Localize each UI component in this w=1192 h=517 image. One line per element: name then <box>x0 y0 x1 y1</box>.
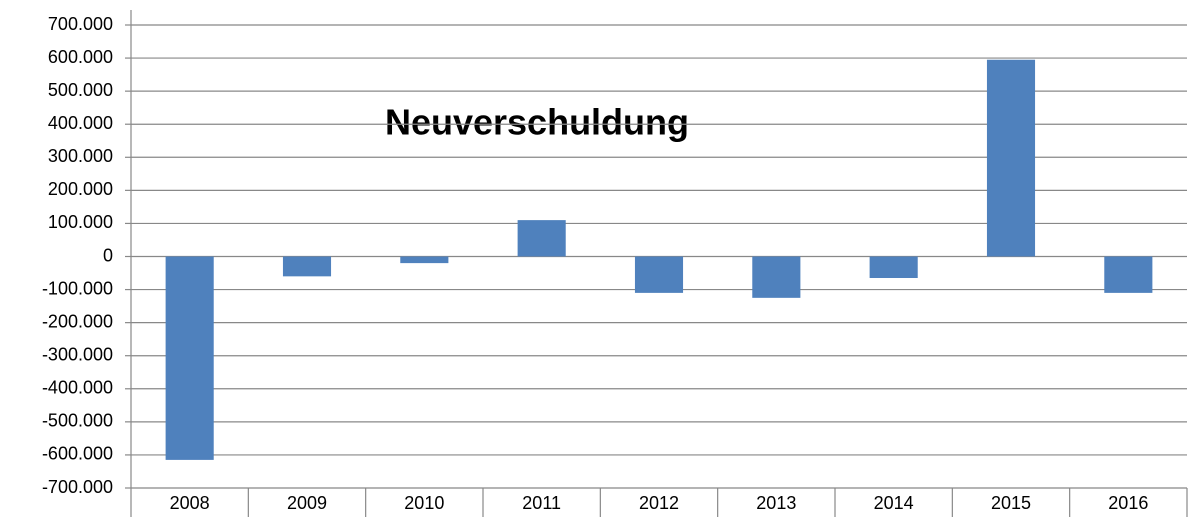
x-tick-label: 2010 <box>404 493 444 513</box>
x-tick-label: 2013 <box>756 493 796 513</box>
y-tick-label: -700.000 <box>42 477 113 497</box>
bar <box>869 256 918 278</box>
y-tick-label: -200.000 <box>42 311 113 331</box>
x-tick-label: 2009 <box>287 493 327 513</box>
chart-title: Neuverschuldung <box>385 102 689 143</box>
y-tick-label: 600.000 <box>48 47 113 67</box>
y-tick-label: 700.000 <box>48 14 113 34</box>
y-tick-label: 400.000 <box>48 113 113 133</box>
bar <box>1104 256 1153 293</box>
bar <box>634 256 684 293</box>
x-tick-label: 2015 <box>991 493 1031 513</box>
bar <box>165 256 214 460</box>
bar <box>517 220 566 257</box>
y-tick-label: 500.000 <box>48 80 113 100</box>
y-tick-label: 0 <box>103 245 113 265</box>
y-tick-label: 300.000 <box>48 146 113 166</box>
y-tick-label: -600.000 <box>42 444 113 464</box>
x-tick-label: 2011 <box>522 493 561 513</box>
bar <box>752 256 801 298</box>
bar <box>986 59 1036 257</box>
y-tick-label: -300.000 <box>42 344 113 364</box>
x-tick-label: 2014 <box>874 493 914 513</box>
bar <box>282 256 332 277</box>
y-tick-label: 100.000 <box>48 212 113 232</box>
y-tick-label: 200.000 <box>48 179 113 199</box>
bar <box>400 256 449 264</box>
y-tick-label: -500.000 <box>42 411 113 431</box>
y-tick-label: -400.000 <box>42 378 113 398</box>
x-tick-label: 2016 <box>1108 493 1148 513</box>
y-tick-label: -100.000 <box>42 278 113 298</box>
x-tick-label: 2012 <box>639 493 679 513</box>
x-tick-label: 2008 <box>170 493 210 513</box>
